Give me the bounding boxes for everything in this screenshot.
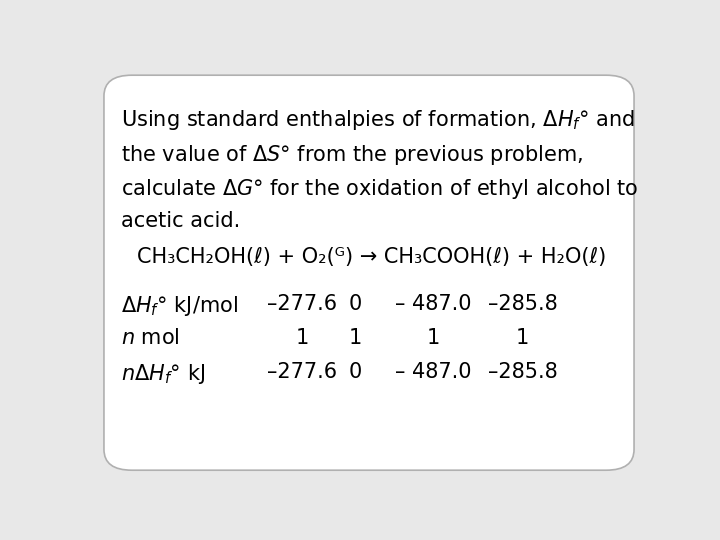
Text: $\Delta H_f$° kJ/mol: $\Delta H_f$° kJ/mol xyxy=(121,294,238,318)
Text: CH₃CH₂OH(ℓ) + O₂(ᴳ) → CH₃COOH(ℓ) + H₂O(ℓ): CH₃CH₂OH(ℓ) + O₂(ᴳ) → CH₃COOH(ℓ) + H₂O(ℓ… xyxy=(138,247,607,267)
Text: $n$ mol: $n$ mol xyxy=(121,328,179,348)
Text: – 487.0: – 487.0 xyxy=(395,362,472,382)
Text: –285.8: –285.8 xyxy=(487,362,557,382)
Text: –285.8: –285.8 xyxy=(487,294,557,314)
Text: $n\Delta H_f$° kJ: $n\Delta H_f$° kJ xyxy=(121,362,204,387)
Text: Using standard enthalpies of formation, $\Delta H_f$° and: Using standard enthalpies of formation, … xyxy=(121,109,635,132)
Text: 1: 1 xyxy=(348,328,361,348)
Text: 1: 1 xyxy=(426,328,440,348)
Text: –277.6: –277.6 xyxy=(267,294,337,314)
Text: acetic acid.: acetic acid. xyxy=(121,211,240,231)
Text: 1: 1 xyxy=(516,328,529,348)
Text: –277.6: –277.6 xyxy=(267,362,337,382)
Text: 0: 0 xyxy=(348,362,361,382)
Text: calculate $\Delta G$° for the oxidation of ethyl alcohol to: calculate $\Delta G$° for the oxidation … xyxy=(121,177,638,201)
Text: the value of $\Delta S$° from the previous problem,: the value of $\Delta S$° from the previo… xyxy=(121,143,583,166)
Text: 1: 1 xyxy=(295,328,309,348)
Text: – 487.0: – 487.0 xyxy=(395,294,472,314)
Text: 0: 0 xyxy=(348,294,361,314)
FancyBboxPatch shape xyxy=(104,75,634,470)
